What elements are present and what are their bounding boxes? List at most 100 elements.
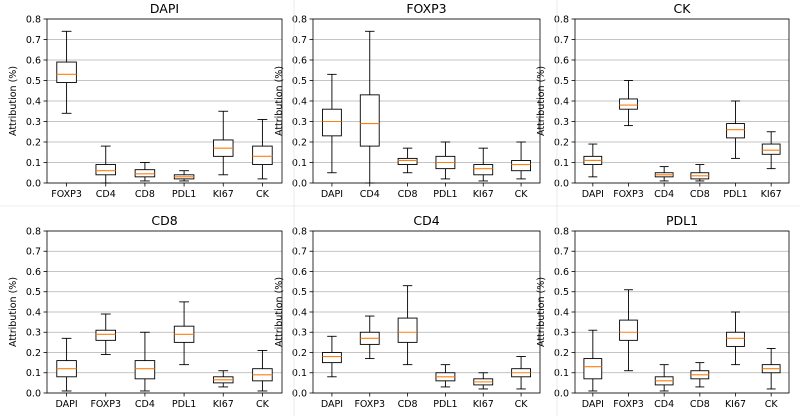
iqr-box: [761, 143, 781, 155]
box-cd4: [134, 331, 156, 392]
box-pdl1: [173, 301, 195, 366]
y-tick-label: 0.4: [554, 96, 569, 107]
y-tick-label: 0.6: [554, 55, 569, 66]
iqr-box: [56, 61, 77, 83]
box-cd8: [134, 162, 156, 182]
y-tick-label: 0.7: [292, 35, 307, 46]
y-tick-label: 0.6: [292, 267, 307, 278]
x-tick-label: PDL1: [433, 189, 457, 200]
iqr-box: [619, 319, 638, 341]
iqr-box: [726, 331, 745, 347]
x-tick-label: DAPI: [321, 189, 343, 200]
x-tick-label: CD4: [360, 189, 380, 200]
box-cd4: [654, 166, 674, 182]
box-dapi: [583, 143, 603, 178]
box-pdl1: [173, 170, 195, 182]
x-tick-label: CK: [515, 189, 529, 200]
box-cd8: [397, 147, 418, 174]
box-cd8: [690, 362, 710, 388]
box-cd8: [690, 164, 710, 182]
y-tick-label: 0.4: [292, 307, 307, 318]
x-tick-label: CD4: [96, 189, 116, 200]
box-foxp3: [95, 313, 116, 355]
x-tick-label: DAPI: [55, 399, 77, 410]
x-tick-label: CD8: [690, 189, 710, 200]
box-foxp3: [56, 30, 77, 114]
chart-title: PDL1: [666, 213, 698, 228]
y-tick-label: 0.8: [554, 226, 569, 237]
y-axis-label: Attribution (%): [274, 277, 285, 347]
x-tick-label: CK: [256, 399, 270, 410]
box-cd4: [95, 145, 116, 184]
box-dapi: [583, 329, 603, 392]
x-tick-label: CD8: [398, 189, 418, 200]
iqr-box: [473, 164, 494, 176]
y-tick-label: 0.6: [26, 55, 41, 66]
y-tick-label: 0.6: [554, 267, 569, 278]
box-foxp3: [359, 315, 380, 360]
iqr-box: [252, 145, 273, 166]
y-tick-label: 0.2: [292, 348, 307, 359]
panel-ck: 0.0 0.1 0.2 0.3 0.4 0.5 0.6 0.7 0.8 DAPI FOXP3 CD4 C…: [536, 1, 790, 200]
x-tick-label: FOXP3: [354, 399, 385, 410]
iqr-box: [511, 159, 531, 172]
y-tick-label: 0.1: [292, 368, 307, 379]
x-tick-label: FOXP3: [613, 189, 644, 200]
iqr-box: [397, 157, 418, 165]
x-tick-label: KI67: [725, 399, 746, 410]
y-tick-label: 0.8: [26, 14, 41, 25]
y-tick-label: 0.7: [26, 247, 41, 258]
y-tick-label: 0.7: [26, 35, 41, 46]
box-ki67: [761, 131, 781, 170]
chart-title: DAPI: [150, 1, 179, 16]
y-tick-label: 0.5: [26, 287, 41, 298]
iqr-box: [322, 352, 342, 364]
x-tick-label: CD8: [690, 399, 710, 410]
box-dapi: [322, 73, 342, 174]
y-tick-label: 0.8: [26, 226, 41, 237]
y-tick-label: 0.3: [292, 117, 307, 128]
y-tick-label: 0.8: [292, 14, 307, 25]
axes-frame: [312, 230, 541, 394]
box-ck: [761, 348, 781, 390]
y-axis-label: Attribution (%): [536, 277, 547, 347]
x-tick-label: KI67: [761, 189, 782, 200]
y-tick-label: 0.4: [292, 96, 307, 107]
axes-frame: [574, 18, 790, 184]
x-tick-label: DAPI: [321, 399, 343, 410]
box-ck: [511, 356, 531, 390]
iqr-box: [619, 98, 638, 110]
iqr-box: [134, 360, 156, 380]
box-pdl1: [726, 100, 745, 159]
y-tick-label: 0.3: [292, 328, 307, 339]
iqr-box: [322, 108, 342, 137]
axes-frame: [312, 18, 541, 184]
y-tick-label: 0.4: [554, 307, 569, 318]
x-tick-label: CD4: [135, 399, 155, 410]
y-tick-label: 0.2: [292, 137, 307, 148]
x-tick-label: CD8: [398, 399, 418, 410]
chart-title: CD4: [413, 213, 439, 228]
y-axis-label: Attribution (%): [274, 66, 285, 136]
x-tick-label: PDL1: [172, 399, 196, 410]
x-tick-label: PDL1: [723, 189, 747, 200]
y-tick-label: 0.7: [292, 247, 307, 258]
x-tick-label: CD4: [654, 399, 674, 410]
chart-title: CK: [674, 1, 692, 16]
x-tick-label: KI67: [213, 189, 234, 200]
x-tick-label: PDL1: [172, 189, 196, 200]
iqr-box: [397, 317, 418, 343]
box-cd4: [654, 364, 674, 392]
iqr-box: [95, 329, 116, 341]
box-foxp3: [619, 80, 638, 127]
box-pdl1: [435, 141, 456, 180]
box-ki67: [726, 311, 745, 366]
y-tick-label: 0.0: [26, 388, 41, 399]
box-ki67: [213, 110, 234, 176]
iqr-box: [359, 94, 380, 147]
chart-title: FOXP3: [406, 1, 446, 16]
box-dapi: [322, 335, 342, 378]
box-ck: [252, 350, 273, 392]
y-tick-label: 0.2: [26, 137, 41, 148]
y-tick-label: 0.0: [292, 178, 307, 189]
